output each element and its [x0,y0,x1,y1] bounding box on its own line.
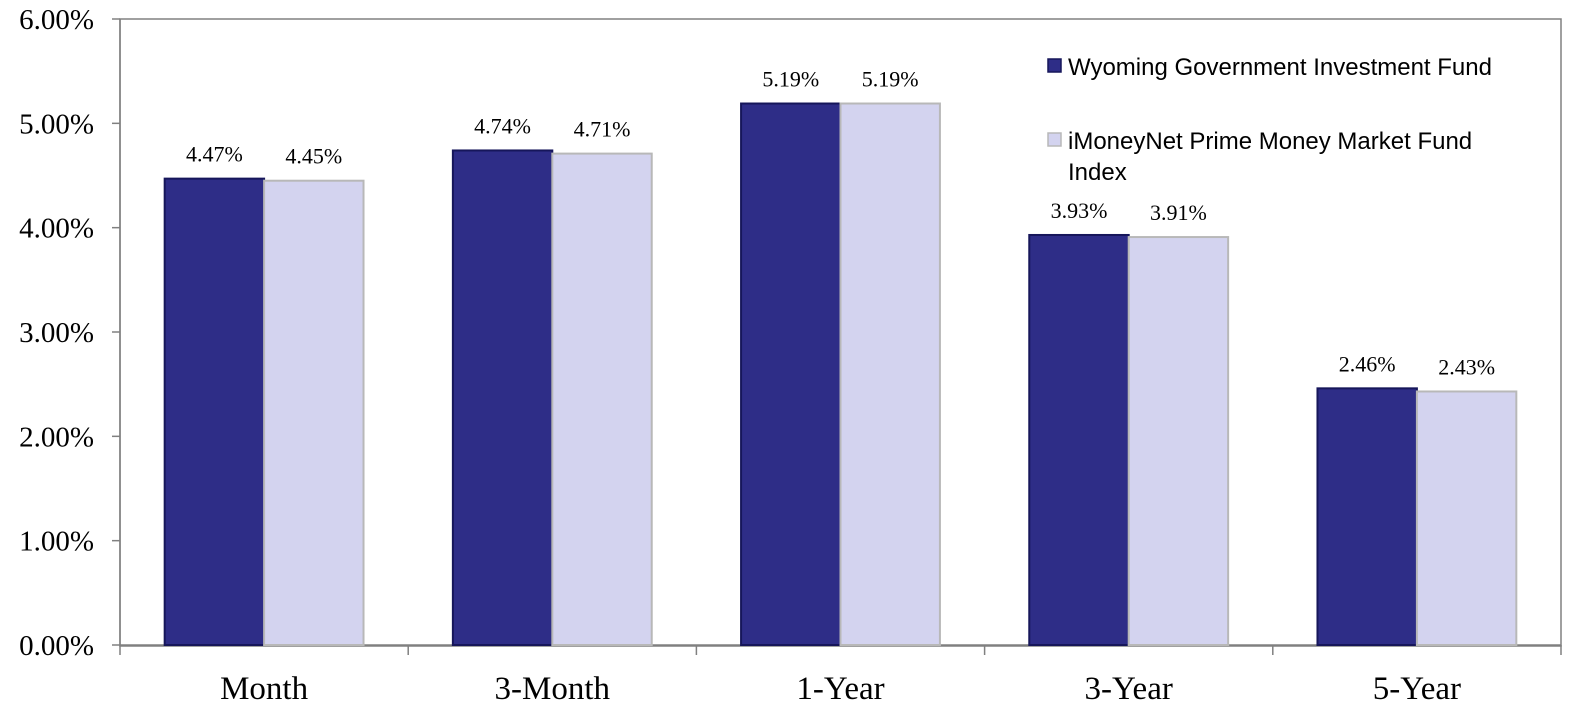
data-label: 4.71% [574,117,631,142]
legend-swatch [1047,58,1062,73]
data-label: 4.45% [285,144,342,169]
bar [740,102,842,646]
data-label: 2.43% [1438,354,1495,379]
bar [163,177,266,646]
bar [451,149,554,647]
y-tick-label: 6.00% [19,4,94,36]
data-label: 4.47% [186,142,243,167]
legend-label: iMoneyNet Prime Money Market Fund [1068,128,1472,155]
bar-series-group [163,102,1518,647]
y-tick-label: 1.00% [19,526,94,558]
x-tick-label: 5-Year [1373,671,1461,707]
data-label: 4.74% [474,113,531,138]
bar [551,152,653,646]
data-label: 3.91% [1150,200,1207,225]
bar [1127,236,1230,646]
y-axis: 0.00% 1.00% 2.00% 3.00% 4.00% 5.00% 6.00% [19,4,121,662]
legend-label: Index [1068,159,1127,186]
y-tick-label: 5.00% [19,108,94,140]
legend: Wyoming Government Investment Fund iMoney… [1047,54,1492,186]
bar [839,102,941,646]
legend-label: Wyoming Government Investment Fund [1068,54,1492,81]
data-label: 2.46% [1339,351,1396,376]
data-label: 3.93% [1051,198,1108,223]
y-tick-label: 3.00% [19,317,94,349]
data-label-group: 4.47% 4.45% 4.74% 4.71% 5.19% 5.19% 3.93% 3.91%… [186,67,1495,380]
legend-swatch [1047,132,1062,147]
x-tick-label: 3-Year [1085,671,1173,707]
x-axis: Month 3-Month 1-Year 3-Year 5-Year [119,644,1562,707]
y-tick-label: 2.00% [19,421,94,453]
x-tick-label: 1-Year [796,671,884,707]
bar [263,179,365,646]
data-label: 5.19% [762,67,819,92]
bar [1028,233,1130,646]
bar [1415,390,1518,646]
data-label: 5.19% [862,67,919,92]
y-tick-label: 0.00% [19,630,94,662]
bar [1316,387,1418,646]
x-tick-label: Month [220,671,309,707]
x-tick-label: 3-Month [495,671,611,707]
y-tick-label: 4.00% [19,213,94,245]
